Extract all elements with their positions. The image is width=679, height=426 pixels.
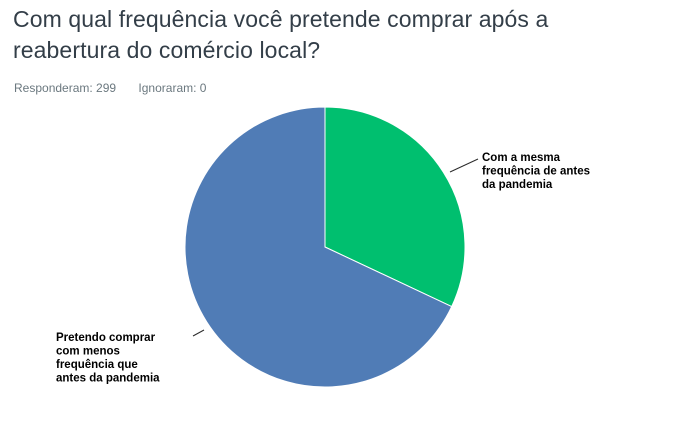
pie-slice [324,106,466,308]
slice-label: Pretendo comprar com menos frequência que a… [56,332,160,385]
answered-count: Responderam: 299 [14,81,117,95]
slice-label-line: Com a mesma [482,152,561,164]
leader-line [449,158,479,173]
pie-slice [184,106,453,388]
slice-label-line: frequência de antes [482,166,590,178]
skipped-count: Ignoraram: 0 [138,81,207,95]
slice-label-line: com menos [56,346,120,358]
question-title: Com qual frequência você pretende compra… [13,6,549,63]
slice-label-line: Pretendo comprar [56,332,156,344]
slice-label-line: antes da pandemia [56,373,160,385]
slice-label-line: frequência que [56,359,138,371]
leader-line [192,329,205,337]
response-stats: Responderam: 299 Ignoraram: 0 [14,81,206,95]
slice-label-line: da pandemia [482,179,553,191]
slice-label: Com a mesma frequência de antes da pandemi… [482,152,590,191]
